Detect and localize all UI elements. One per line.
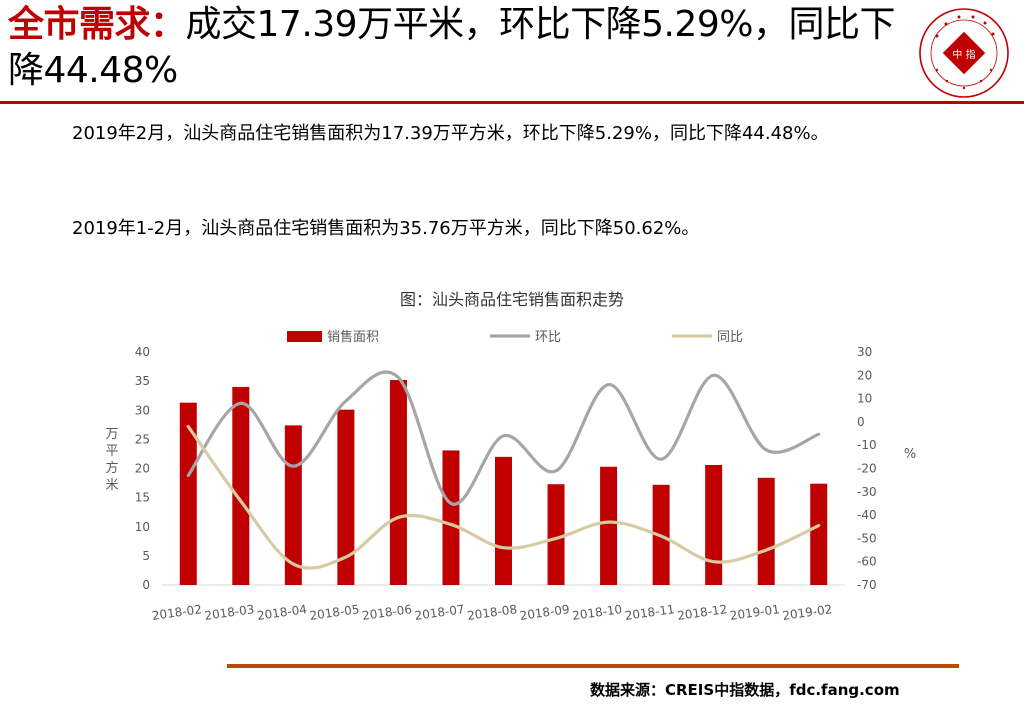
bar-sales-area (547, 484, 565, 585)
bar-sales-area (179, 402, 197, 585)
y2-tick-label: -70 (857, 578, 877, 592)
bar-sales-area (389, 379, 407, 585)
y-axis-label-char: 平 (105, 444, 118, 459)
bar-sales-area (495, 456, 512, 585)
x-tick-label: 2018-09 (519, 602, 571, 623)
legend-sales-area-swatch (287, 331, 322, 342)
y2-tick-label: -10 (857, 438, 877, 452)
title-highlight: 全市需求： (8, 4, 186, 45)
y-tick-label: 20 (135, 462, 150, 476)
x-tick-label: 2018-07 (414, 602, 466, 623)
legend-month-on-month-label: 环比 (535, 330, 561, 345)
y2-tick-label: -30 (857, 485, 877, 499)
sales-area-chart: 0 5 10 15 20 25 30 35 40 -70 -60 -50 -40 -30 -20 -10 0 10… (105, 329, 916, 623)
y2-tick-label: 20 (857, 368, 872, 382)
x-tick-label: 2018-06 (361, 602, 413, 623)
y-tick-label: 5 (142, 549, 150, 563)
bar-sales-area (600, 466, 618, 585)
y-axis-label-char: 万 (105, 427, 118, 442)
y-tick-label: 25 (135, 432, 150, 446)
x-tick-label: 2018-10 (571, 602, 623, 623)
page-title: 全市需求：成交17.39万平米，环比下降5.29%，同比下降44.48% (8, 2, 908, 94)
legend-sales-area-label: 销售面积 (327, 329, 379, 345)
bar-sales-area (705, 465, 723, 585)
summary-paragraph-1: 2019年2月，汕头商品住宅销售面积为17.39万平方米，环比下降5.29%，同… (72, 123, 829, 144)
y2-axis-label: % (904, 447, 916, 462)
x-tick-label: 2019-02 (782, 602, 834, 623)
bar-sales-area (337, 409, 355, 585)
chart-title: 图：汕头商品住宅销售面积走势 (399, 290, 624, 309)
y2-tick-label: -20 (857, 462, 877, 476)
bar-sales-area (810, 483, 828, 585)
x-tick-label: 2018-12 (676, 602, 728, 623)
y2-tick-label: -50 (857, 531, 877, 545)
summary-paragraph-2: 2019年1-2月，汕头商品住宅销售面积为35.76万平方米，同比下降50.62… (72, 218, 700, 239)
y-tick-label: 15 (135, 491, 150, 505)
bar-sales-area (442, 450, 460, 585)
x-tick-label: 2018-08 (466, 602, 518, 623)
x-tick-label: 2018-03 (204, 602, 256, 623)
data-source: 数据来源：CREIS中指数据，fdc.fang.com (590, 681, 900, 699)
x-tick-label: 2018-04 (256, 602, 308, 623)
line-month-on-month (186, 370, 821, 506)
footer-divider (227, 664, 959, 668)
x-tick-label: 2018-11 (624, 602, 676, 623)
x-tick-label: 2018-05 (309, 602, 361, 623)
y-tick-label: 10 (135, 520, 150, 534)
y2-tick-label: -40 (857, 508, 877, 522)
y-tick-label: 0 (142, 578, 150, 592)
logo-center-text: 中 指 (952, 48, 975, 61)
y2-tick-label: 10 (857, 392, 872, 406)
title-divider (0, 101, 1024, 104)
y-tick-label: 30 (135, 403, 150, 417)
y2-tick-label: 30 (857, 345, 872, 359)
y2-tick-label: 0 (857, 415, 865, 429)
y-axis-label-char: 方 (105, 460, 118, 476)
y-tick-label: 35 (135, 374, 150, 388)
bar-sales-area (757, 477, 775, 585)
y-axis-label-char: 米 (105, 478, 118, 493)
y-tick-label: 40 (135, 345, 150, 359)
bar-sales-area (232, 386, 250, 585)
china-index-academy-logo: 中 指 (919, 8, 1009, 98)
x-tick-label: 2019-01 (729, 602, 781, 623)
x-tick-label: 2018-02 (151, 602, 203, 623)
line-year-on-year (186, 424, 821, 570)
y2-tick-label: -60 (857, 555, 877, 569)
title-rest: 成交17.39万平米，环比下降5.29%，同比下降44.48% (8, 4, 895, 91)
legend-year-on-year-label: 同比 (717, 330, 743, 345)
